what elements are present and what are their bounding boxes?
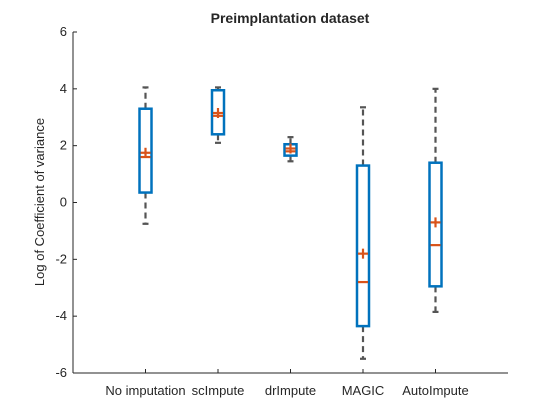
y-tick-label: 0: [60, 195, 67, 210]
axes: -6 -4 -2 0 2 4 6 No imputation scImpute drImpute M…: [55, 24, 508, 398]
x-tick-label: No imputation: [105, 383, 185, 398]
box-marks: [138, 86, 443, 360]
y-tick-label: 6: [60, 24, 67, 39]
iqr-box: [355, 164, 371, 328]
box-group: [428, 87, 443, 314]
chart-title: Preimplantation dataset: [211, 10, 370, 26]
box-group: [283, 136, 298, 163]
x-tick-label: MAGIC: [342, 383, 385, 398]
iqr-box: [428, 161, 443, 288]
x-tick-label: scImpute: [192, 383, 245, 398]
y-tick-label: -4: [55, 308, 67, 323]
x-tick-label: drImpute: [265, 383, 316, 398]
y-axis-label: Log of Coefficient of variance: [32, 118, 47, 286]
box-group: [210, 86, 226, 144]
x-tick-label: AutoImpute: [402, 383, 469, 398]
y-tick-label: -6: [55, 365, 67, 380]
iqr-box: [210, 89, 226, 136]
box-group: [355, 106, 371, 360]
y-tick-label: -2: [55, 251, 67, 266]
y-tick-label: 2: [60, 138, 67, 153]
box-group: [138, 86, 153, 225]
y-tick-label: 4: [60, 81, 67, 96]
iqr-box: [138, 107, 153, 194]
